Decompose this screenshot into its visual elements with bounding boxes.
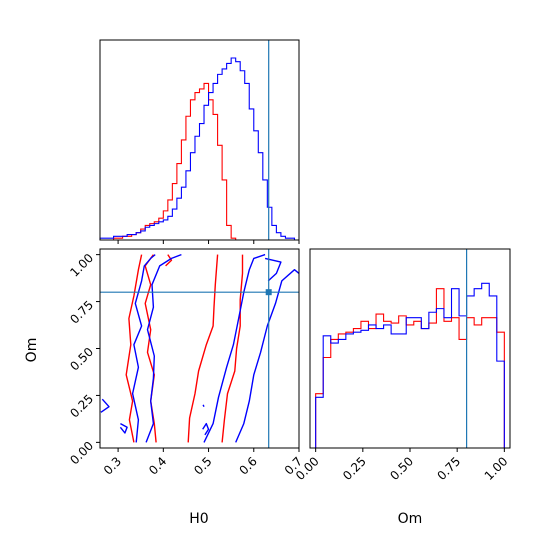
contour-blue-4 (203, 253, 266, 443)
joint-x-tick-label: 0.5 (191, 454, 214, 477)
joint-y-tick-label: 0.75 (67, 298, 96, 327)
contour-red-4 (165, 254, 173, 267)
joint-contours (100, 253, 299, 443)
om-x-tick-label: 0.50 (387, 454, 416, 483)
joint-y-tick-label: 0.50 (67, 345, 96, 374)
om-x-tick-label: 0.75 (434, 454, 463, 483)
joint-y-tick-label: 1.00 (67, 251, 96, 280)
contour-red-0 (125, 254, 143, 443)
joint-y-tick-label: 0.25 (67, 392, 96, 421)
contour-blue-5 (235, 269, 299, 443)
om-hist-step-blue (315, 282, 505, 448)
om-hist-step-red (315, 288, 505, 448)
contour-blue-8 (202, 404, 205, 407)
contour-blue-1 (119, 422, 128, 434)
h0-hist-frame (99, 39, 300, 241)
x-axis-label-om: Om (398, 511, 423, 527)
om-x-tick-label: 0.25 (340, 454, 369, 483)
om-hist-frame (309, 248, 511, 449)
contour-red-3 (221, 254, 244, 443)
joint-x-tick-label: 0.3 (101, 454, 124, 477)
contour-red-2 (187, 254, 219, 443)
panel-h0-hist (99, 39, 300, 244)
joint-truth-marker (265, 289, 272, 296)
y-axis-label-om: Om (24, 338, 40, 363)
joint-frame (99, 248, 300, 449)
panel-om-hist: 0.00 0.25 0.50 0.75 1.00 (293, 248, 511, 483)
joint-x-tick-label: 0.4 (146, 454, 169, 477)
om-x-tick-label: 1.00 (482, 454, 511, 483)
panel-h0-om-contour: 0.3 0.4 0.5 0.6 0.70.000.250.500.751.00 (67, 248, 305, 478)
contour-blue-6 (264, 257, 282, 282)
contour-red-1 (144, 254, 157, 443)
contour-blue-7 (202, 422, 210, 436)
h0-hist-step-blue (99, 57, 299, 241)
contour-blue-0 (100, 398, 110, 413)
joint-x-tick-label: 0.6 (236, 454, 259, 477)
x-axis-label-h0: H0 (189, 511, 208, 527)
contour-blue-2 (131, 254, 156, 443)
joint-y-tick-label: 0.00 (67, 439, 96, 468)
contour-blue-3 (145, 253, 182, 443)
